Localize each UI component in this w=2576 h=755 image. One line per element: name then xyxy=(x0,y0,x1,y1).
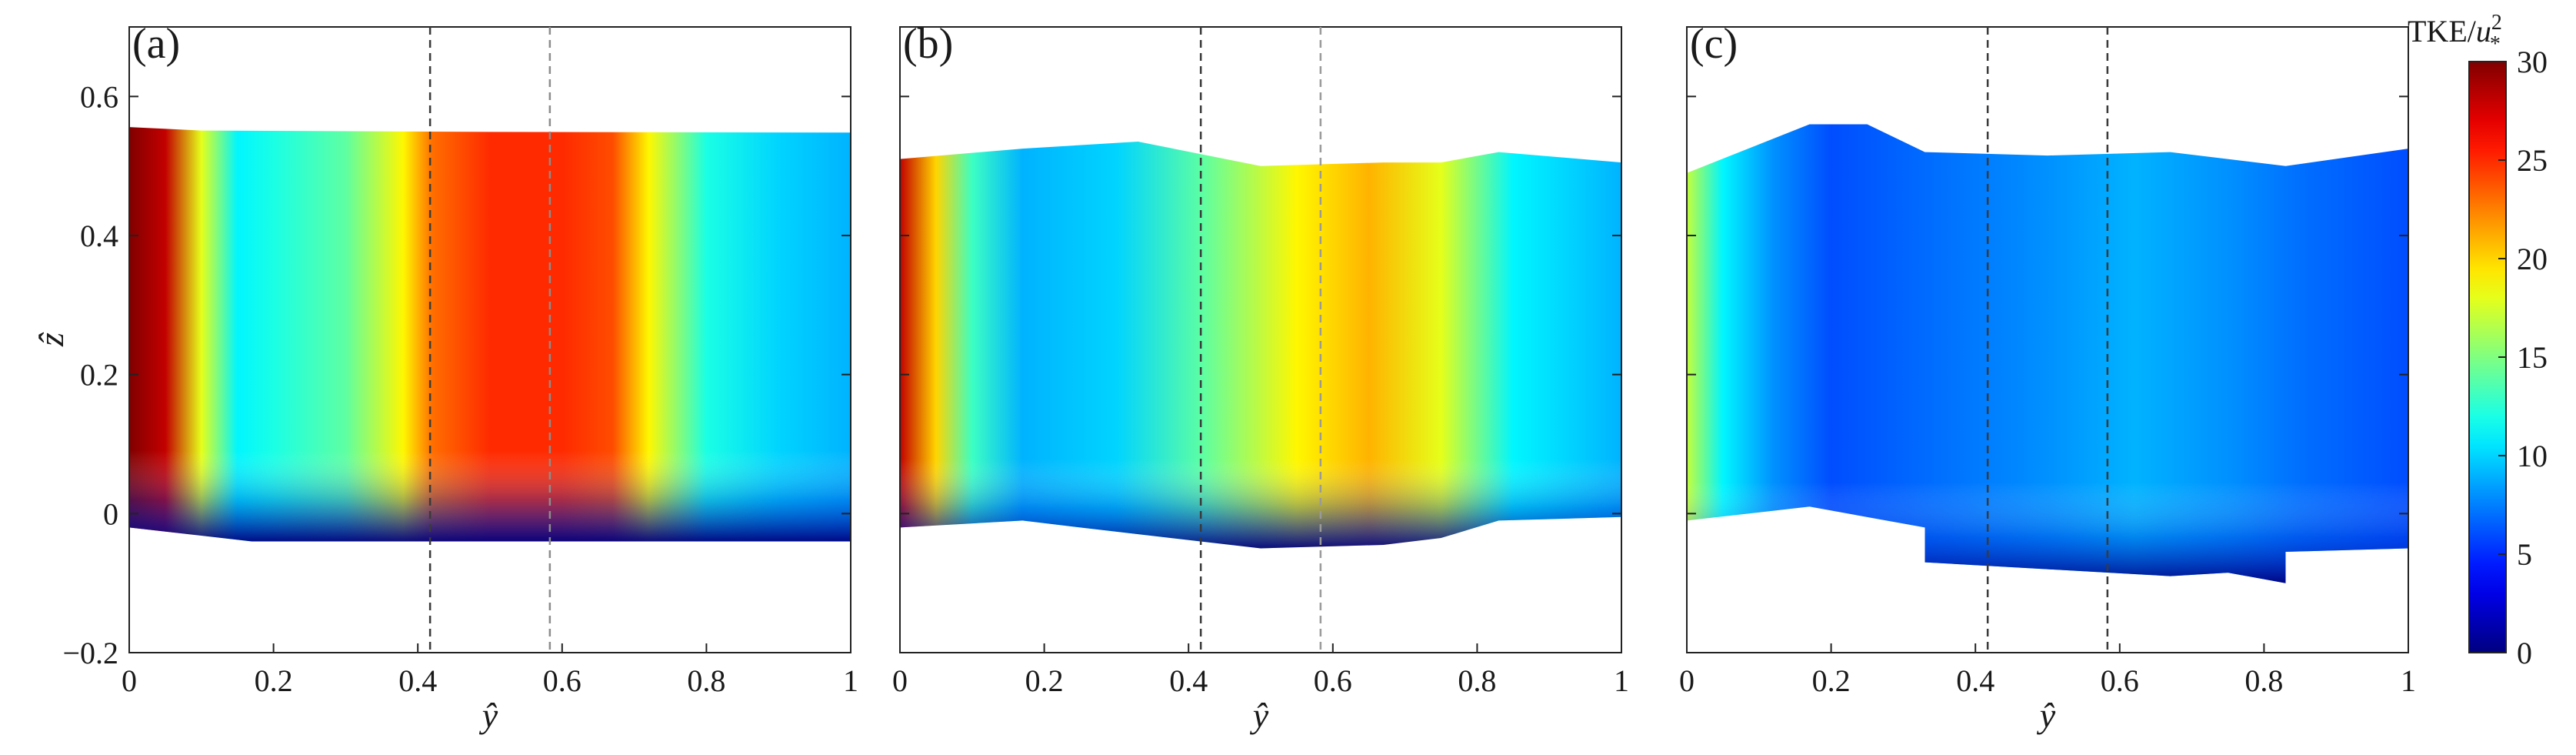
x-tick-label: 0.6 xyxy=(2101,663,2139,698)
colorbar-tick-label: 15 xyxy=(2517,340,2548,375)
panel-a: 0 0.2 0.4 0.6 0.8 1−0.200.20.40.6ŷ(a) xyxy=(62,20,858,735)
x-tick-label: 0 xyxy=(122,663,137,698)
x-tick-label: 0.8 xyxy=(1458,663,1496,698)
y-tick-label: 0.2 xyxy=(80,358,118,393)
panel-label: (a) xyxy=(132,20,180,68)
colorbar-tick-label: 0 xyxy=(2517,636,2532,670)
colorbar: TKE/u2 * 0 5 10 15 20 25 30 xyxy=(2408,11,2548,670)
x-tick-label: 0.2 xyxy=(1025,663,1064,698)
x-axis-label: ŷ xyxy=(1250,696,1269,735)
x-tick-label: 0.2 xyxy=(1812,663,1851,698)
y-tick-label: −0.2 xyxy=(62,636,118,670)
colorbar-tick-label: 5 xyxy=(2517,537,2532,572)
near-bed-shading xyxy=(1687,124,2408,583)
x-tick-label: 1 xyxy=(1614,663,1629,698)
axes-frame xyxy=(1686,26,2409,653)
x-tick-label: 0.8 xyxy=(2244,663,2283,698)
axes-frame xyxy=(128,26,851,653)
near-bed-shading xyxy=(129,127,851,542)
x-tick-label: 1 xyxy=(843,663,858,698)
colorbar-title: TKE/u2 * xyxy=(2408,11,2502,56)
y-tick-label: 0.4 xyxy=(80,219,118,253)
x-tick-label: 0.4 xyxy=(1956,663,1994,698)
colorbar-tick-label: 25 xyxy=(2517,143,2548,178)
x-tick-label: 0.8 xyxy=(687,663,725,698)
x-axis-label: ŷ xyxy=(479,696,498,735)
colorbar-tick-label: 10 xyxy=(2517,439,2548,473)
x-tick-label: 0.6 xyxy=(1314,663,1352,698)
x-tick-label: 0 xyxy=(1679,663,1695,698)
x-tick-label: 0.2 xyxy=(255,663,293,698)
x-axis-label: ŷ xyxy=(2037,696,2056,735)
y-axis-label: ẑ xyxy=(32,332,71,347)
panel-c: 0 0.2 0.4 0.6 0.8 1 ŷ (c) xyxy=(1679,20,2416,735)
panel-label: (b) xyxy=(903,20,953,68)
colorbar-tick-label: 20 xyxy=(2517,242,2548,276)
y-tick-label: 0 xyxy=(103,496,118,531)
axes-frame xyxy=(899,26,1622,653)
x-tick-label: 0 xyxy=(892,663,908,698)
y-tick-label: 0.6 xyxy=(80,79,118,114)
x-tick-label: 0.4 xyxy=(398,663,437,698)
near-bed-shading xyxy=(900,142,1621,549)
x-tick-label: 1 xyxy=(2401,663,2416,698)
colorbar-tick-label: 30 xyxy=(2517,45,2548,79)
x-tick-label: 0.4 xyxy=(1169,663,1208,698)
panel-label: (c) xyxy=(1690,20,1738,68)
x-tick-label: 0.6 xyxy=(543,663,582,698)
panel-b: 0 0.2 0.4 0.6 0.8 1 ŷ (b) xyxy=(892,20,1629,735)
